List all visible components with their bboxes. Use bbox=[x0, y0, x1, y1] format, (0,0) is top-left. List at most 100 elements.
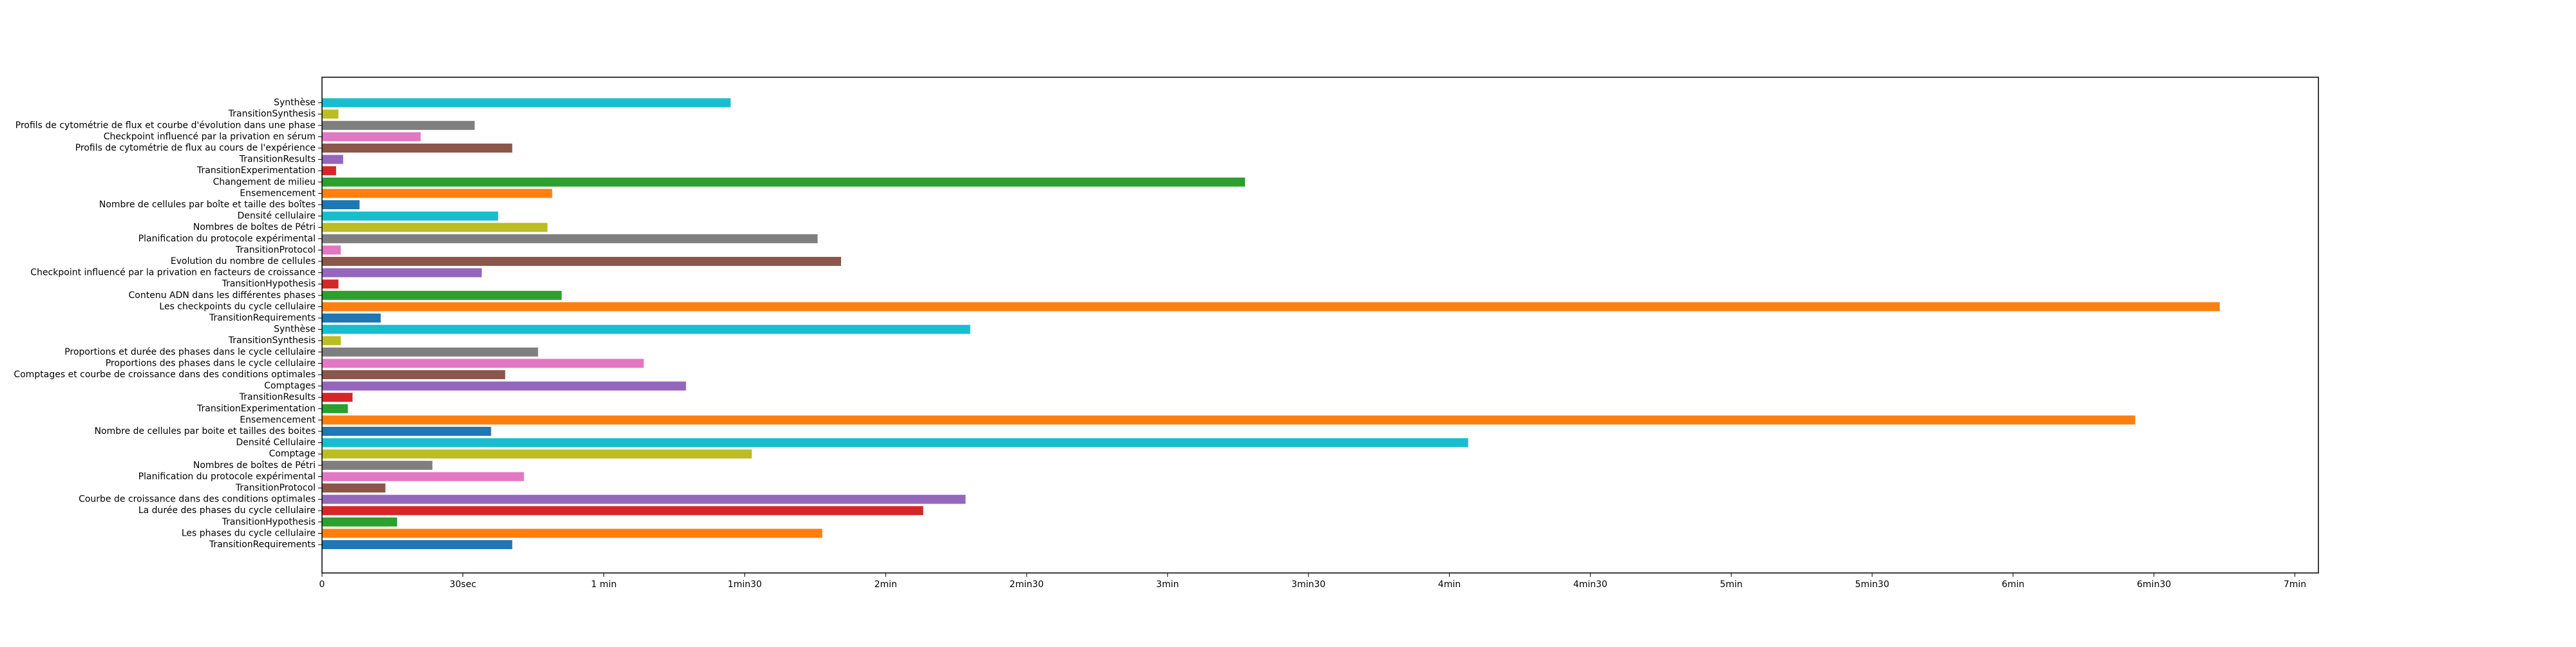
bar bbox=[322, 529, 822, 538]
category-label: Proportions des phases dans le cycle cel… bbox=[106, 358, 316, 368]
category-label: Nombres de boîtes de Pétri bbox=[193, 460, 316, 471]
category-label: Profils de cytométrie de flux au cours d… bbox=[75, 143, 316, 153]
x-tick-label: 6min30 bbox=[2137, 579, 2171, 590]
bar bbox=[322, 189, 553, 198]
bar bbox=[322, 166, 336, 176]
category-label: TransitionHypothesis bbox=[222, 279, 316, 289]
category-label: TransitionProtocol bbox=[235, 483, 316, 493]
bar bbox=[322, 200, 360, 209]
category-label: Densité cellulaire bbox=[238, 211, 316, 221]
bar bbox=[322, 404, 348, 413]
x-axis-ticks: 0 30sec 1 min 1min30 2min 2min30 3min 3min30 4mi… bbox=[318, 102, 2306, 590]
category-label: La durée des phases du cycle cellulaire bbox=[138, 505, 316, 516]
bar bbox=[322, 540, 513, 549]
category-label: Les phases du cycle cellulaire bbox=[182, 528, 316, 538]
category-label: Les checkpoints du cycle cellulaire bbox=[159, 301, 316, 312]
bar bbox=[322, 211, 498, 221]
category-label: Nombre de cellules par boîte et taille d… bbox=[99, 200, 316, 210]
category-label: Synthèse bbox=[274, 324, 316, 335]
category-label: Proportions et durée des phases dans le … bbox=[64, 347, 316, 357]
x-tick-label: 0 bbox=[319, 579, 325, 590]
category-label: Comptage bbox=[269, 449, 316, 459]
x-tick-label: 3min bbox=[1156, 579, 1179, 590]
category-label: Ensemencement bbox=[240, 415, 316, 425]
x-tick-label: 7min bbox=[2284, 579, 2306, 590]
bar bbox=[322, 177, 1245, 187]
category-label: TransitionResults bbox=[239, 155, 316, 165]
bar bbox=[322, 438, 1468, 447]
category-label: Changement de milieu bbox=[213, 177, 316, 187]
bars-layer bbox=[322, 98, 2220, 549]
bar bbox=[322, 370, 506, 379]
x-tick-label: 2min bbox=[875, 579, 897, 590]
x-tick-label: 4min30 bbox=[1573, 579, 1607, 590]
x-tick-label: 4min bbox=[1438, 579, 1461, 590]
category-label: Densité Cellulaire bbox=[236, 438, 316, 448]
bar bbox=[322, 427, 491, 436]
x-tick-label: 5min30 bbox=[1855, 579, 1889, 590]
bar bbox=[322, 336, 341, 346]
bar bbox=[322, 109, 339, 119]
bar bbox=[322, 460, 433, 470]
category-label: Checkpoint influencé par la privation en… bbox=[104, 131, 316, 142]
category-label: TransitionExperimentation bbox=[196, 165, 316, 176]
bar bbox=[322, 120, 475, 130]
bar bbox=[322, 132, 421, 142]
category-label: TransitionHypothesis bbox=[222, 517, 316, 527]
category-label: Evolution du nombre de cellules bbox=[171, 256, 316, 267]
bar bbox=[322, 415, 2136, 425]
category-label: Nombres de boîtes de Pétri bbox=[193, 222, 316, 232]
x-tick-label: 5min bbox=[1720, 579, 1743, 590]
bar bbox=[322, 234, 818, 243]
category-label: Ensemencement bbox=[240, 188, 316, 198]
bar bbox=[322, 302, 2220, 312]
category-label: Profils de cytométrie de flux et courbe … bbox=[15, 120, 316, 131]
category-label: Comptages et courbe de croissance dans d… bbox=[14, 370, 316, 380]
bar bbox=[322, 393, 353, 402]
category-label: Planification du protocole expérimental bbox=[138, 471, 316, 482]
bar bbox=[322, 324, 971, 334]
x-tick-label: 3min30 bbox=[1291, 579, 1325, 590]
bar bbox=[322, 381, 687, 391]
category-label: Planification du protocole expérimental bbox=[138, 234, 316, 244]
bar bbox=[322, 517, 397, 527]
bar bbox=[322, 472, 524, 482]
category-label: Comptages bbox=[264, 381, 316, 391]
bar bbox=[322, 257, 841, 266]
category-label: TransitionProtocol bbox=[235, 245, 316, 255]
bar bbox=[322, 314, 381, 323]
bar bbox=[322, 290, 562, 300]
category-label: TransitionSynthesis bbox=[228, 335, 316, 346]
category-label: TransitionRequirements bbox=[209, 539, 316, 550]
plot-frame bbox=[321, 77, 2319, 574]
x-tick-label: 6min bbox=[2002, 579, 2024, 590]
bar bbox=[322, 359, 644, 368]
category-label: Contenu ADN dans les différentes phases bbox=[129, 290, 316, 301]
bar bbox=[322, 449, 752, 459]
category-label: Synthèse bbox=[274, 98, 316, 108]
x-tick-label: 2min30 bbox=[1010, 579, 1044, 590]
category-label: TransitionRequirements bbox=[209, 313, 316, 323]
bar bbox=[322, 506, 923, 516]
bar bbox=[322, 223, 548, 232]
category-label: Nombre de cellules par boite et tailles … bbox=[95, 426, 316, 436]
bar bbox=[322, 279, 339, 289]
category-label: TransitionSynthesis bbox=[228, 109, 316, 119]
x-tick-label: 1min30 bbox=[728, 579, 762, 590]
x-tick-label: 30sec bbox=[450, 579, 476, 590]
bar bbox=[322, 245, 341, 255]
bar bbox=[322, 155, 343, 164]
category-label: Checkpoint influencé par la privation en… bbox=[30, 268, 316, 278]
bar bbox=[322, 347, 538, 357]
bar bbox=[322, 494, 966, 504]
category-label: TransitionResults bbox=[239, 392, 316, 402]
x-tick-label: 1 min bbox=[591, 579, 617, 590]
bar bbox=[322, 483, 386, 492]
category-label: Courbe de croissance dans des conditions… bbox=[79, 494, 316, 505]
bar bbox=[322, 98, 731, 108]
category-label: TransitionExperimentation bbox=[196, 404, 316, 414]
bar bbox=[322, 144, 513, 153]
